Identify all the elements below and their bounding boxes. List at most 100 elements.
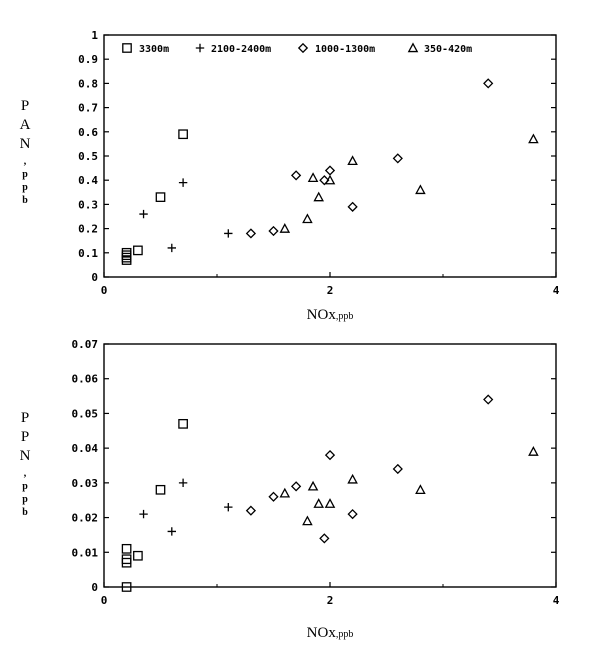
point-diamond <box>392 153 403 164</box>
y-tick-label: 0.02 <box>72 512 99 525</box>
point-triangle <box>307 172 319 182</box>
y-axis-unit-char: b <box>22 195 28 206</box>
x-axis-label-unit: ,ppb <box>336 311 354 322</box>
point-triangle <box>279 487 291 498</box>
point-diamond <box>268 491 279 502</box>
y-axis-unit-char: p <box>22 494 28 505</box>
ppn-chart: 00.010.020.030.040.050.060.070 2 4PPN,ppbN… <box>20 338 560 641</box>
point-square <box>121 557 132 568</box>
y-axis-label-char: P <box>21 98 29 114</box>
legend-marker-triangle <box>407 42 419 53</box>
point-square <box>133 550 143 561</box>
point-square <box>155 192 166 202</box>
legend-marker-square <box>122 43 132 53</box>
y-tick-label: 0.05 <box>72 407 99 420</box>
y-axis-label-char: A <box>20 117 31 133</box>
y-tick-label: 0.06 <box>72 373 99 386</box>
y-axis-unit-char: b <box>22 507 28 518</box>
y-axis-label-char: N <box>20 136 31 152</box>
x-tick-label: 4 <box>553 594 560 607</box>
y-tick-label: 0.7 <box>78 102 98 115</box>
y-tick-label: 0.9 <box>78 53 98 66</box>
y-axis-label-char: N <box>20 448 31 464</box>
x-tick-label: 0 <box>101 594 108 607</box>
y-tick-label: 0 <box>91 581 98 594</box>
x-axis-label: NOx,ppb <box>307 625 354 641</box>
point-plus <box>224 502 233 512</box>
point-triangle <box>415 484 426 495</box>
point-diamond <box>324 165 336 176</box>
point-diamond <box>347 508 358 520</box>
legend-label: 3300m <box>139 44 169 55</box>
y-tick-label: 0.5 <box>78 150 98 163</box>
y-axis-unit-char: p <box>22 182 28 193</box>
x-axis-label-main: NOx <box>307 307 337 323</box>
legend-marker-diamond <box>297 42 309 54</box>
legend-entry: 2100-2400m <box>195 43 271 55</box>
plot-frame <box>103 343 557 588</box>
point-diamond <box>483 394 494 405</box>
point-diamond <box>268 225 279 237</box>
y-axis-unit-char: , <box>24 156 27 167</box>
legend-entry: 3300m <box>122 43 169 55</box>
y-tick-label: 0.3 <box>78 198 98 211</box>
point-plus <box>178 478 188 488</box>
point-triangle <box>528 446 539 456</box>
legend-label: 1000-1300m <box>315 44 375 55</box>
point-triangle <box>313 191 324 202</box>
point-square <box>121 247 132 258</box>
legend-label: 350-420m <box>424 44 472 55</box>
x-tick-label: 2 <box>327 594 334 607</box>
point-triangle <box>302 515 313 526</box>
point-triangle <box>279 223 291 233</box>
point-triangle <box>302 213 313 224</box>
point-triangle <box>347 473 358 484</box>
point-diamond <box>483 78 494 89</box>
y-tick-label: 0.01 <box>72 546 99 559</box>
point-triangle <box>313 498 324 508</box>
point-square <box>155 484 166 495</box>
legend-entry: 350-420m <box>407 42 472 55</box>
y-tick-label: 0.4 <box>78 174 98 187</box>
point-diamond <box>319 533 330 544</box>
y-tick-label: 0.6 <box>78 126 98 139</box>
point-square <box>121 543 132 554</box>
point-square <box>133 245 143 256</box>
point-triangle <box>347 155 358 166</box>
point-plus <box>178 178 188 187</box>
y-tick-label: 1 <box>91 29 98 42</box>
y-axis-label-char: P <box>21 429 29 445</box>
point-plus <box>139 509 148 519</box>
point-plus <box>167 527 176 536</box>
point-diamond <box>290 481 302 492</box>
point-square <box>178 418 188 429</box>
legend-marker-plus <box>195 43 205 53</box>
y-tick-label: 0.2 <box>78 223 98 236</box>
y-axis-unit-char: , <box>24 468 27 479</box>
point-diamond <box>347 201 358 212</box>
y-tick-label: 0.8 <box>78 77 98 90</box>
y-tick-label: 0 <box>91 271 98 284</box>
x-tick-label: 2 <box>327 284 334 297</box>
point-triangle <box>528 133 539 144</box>
x-tick-label: 4 <box>553 284 560 297</box>
point-diamond <box>324 449 336 461</box>
plot-frame <box>103 34 557 278</box>
point-triangle <box>415 184 426 195</box>
point-triangle <box>324 174 336 185</box>
point-plus <box>167 243 176 253</box>
y-axis-unit-char: p <box>22 481 28 492</box>
legend-label: 2100-2400m <box>211 44 271 55</box>
point-diamond <box>290 170 302 181</box>
point-square <box>121 582 132 592</box>
point-diamond <box>245 505 257 516</box>
y-tick-label: 0.1 <box>78 247 98 260</box>
y-axis-unit-char: p <box>22 169 28 180</box>
point-diamond <box>245 228 257 239</box>
point-diamond <box>319 175 330 186</box>
point-diamond <box>392 463 403 475</box>
point-square <box>178 129 188 140</box>
point-triangle <box>307 480 319 491</box>
y-tick-label: 0.07 <box>72 338 99 351</box>
